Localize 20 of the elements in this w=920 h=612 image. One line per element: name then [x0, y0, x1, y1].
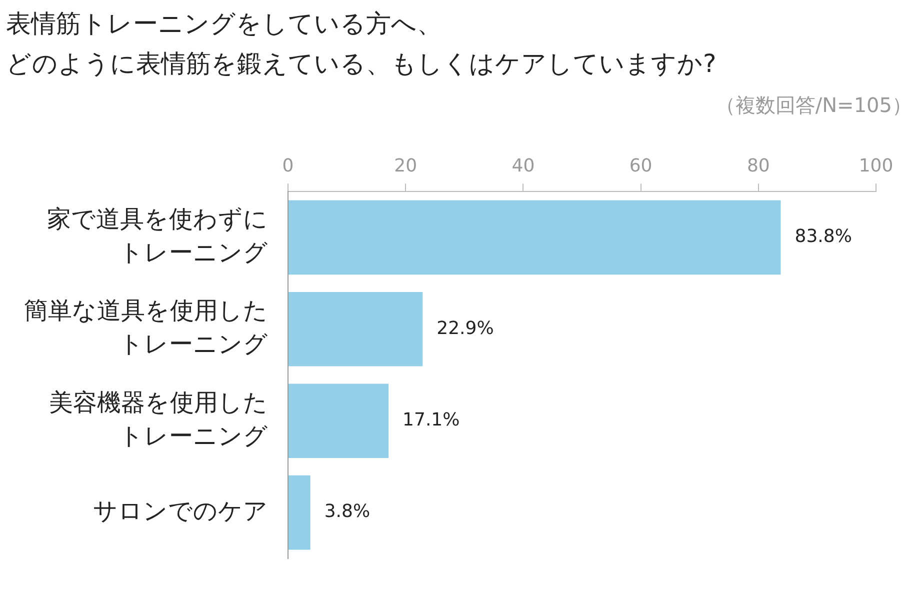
- y-tick-label: 簡単な道具を使用したトレーニング: [24, 296, 268, 358]
- bar: [288, 200, 781, 275]
- bar: [288, 475, 310, 550]
- data-label: 17.1%: [402, 410, 460, 431]
- bar: [288, 292, 423, 366]
- chart-title: 表情筋トレーニングをしている方へ、どのように表情筋を鍛えている、もしくはケアしていますか?: [6, 8, 716, 80]
- chart-subtitle: （複数回答/N=105）: [715, 92, 912, 119]
- data-label: 3.8%: [324, 501, 370, 522]
- bar: [288, 384, 389, 458]
- y-tick-label: 美容機器を使用したトレーニング: [49, 388, 268, 450]
- y-tick-label: サロンでのケア: [93, 496, 268, 525]
- x-tick-label: 60: [629, 155, 652, 176]
- x-tick-label: 80: [746, 155, 770, 176]
- x-tick-label: 40: [512, 155, 535, 176]
- x-tick-label: 100: [858, 155, 894, 176]
- data-label: 83.8%: [794, 226, 852, 248]
- x-tick-label: 0: [282, 155, 294, 176]
- y-tick-label: 家で道具を使わずにトレーニング: [47, 204, 268, 266]
- data-label: 22.9%: [436, 318, 494, 339]
- x-tick-label: 20: [394, 155, 418, 176]
